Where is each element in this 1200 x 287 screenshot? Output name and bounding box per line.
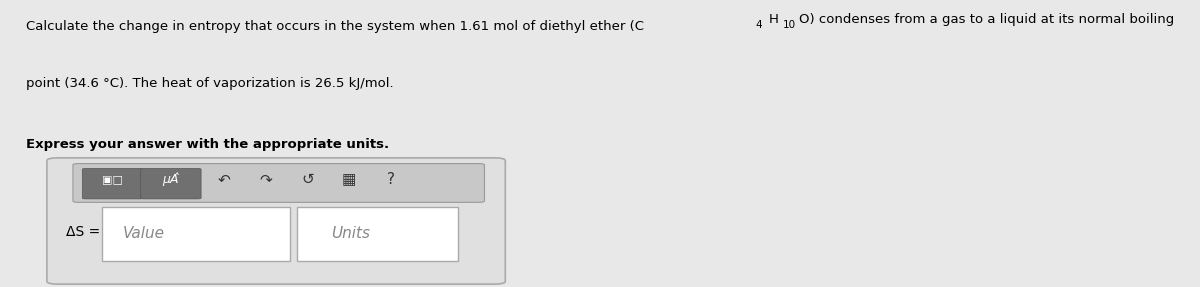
Text: Units: Units — [331, 226, 371, 241]
Text: Express your answer with the appropriate units.: Express your answer with the appropriate… — [26, 138, 389, 151]
Text: ΔS =: ΔS = — [66, 226, 100, 239]
Text: ?: ? — [386, 172, 395, 187]
Text: ↷: ↷ — [259, 172, 272, 187]
Text: Value: Value — [122, 226, 164, 241]
Text: ▦: ▦ — [342, 172, 356, 187]
FancyBboxPatch shape — [102, 207, 289, 261]
Text: ↶: ↶ — [217, 172, 230, 187]
Text: 10: 10 — [782, 20, 796, 30]
FancyBboxPatch shape — [73, 164, 485, 202]
FancyBboxPatch shape — [140, 168, 202, 199]
FancyBboxPatch shape — [47, 158, 505, 284]
FancyBboxPatch shape — [83, 168, 143, 199]
Text: Calculate the change in entropy that occurs in the system when 1.61 mol of dieth: Calculate the change in entropy that occ… — [26, 20, 644, 33]
Text: O) condenses from a gas to a liquid at its normal boiling: O) condenses from a gas to a liquid at i… — [799, 13, 1174, 26]
Text: 4: 4 — [756, 20, 762, 30]
Text: μÂ: μÂ — [163, 172, 179, 186]
Text: ↺: ↺ — [301, 172, 313, 187]
Text: point (34.6 °C). The heat of vaporization is 26.5 kJ/mol.: point (34.6 °C). The heat of vaporizatio… — [26, 77, 394, 90]
Text: ▣□: ▣□ — [102, 174, 124, 184]
Text: H: H — [769, 13, 779, 26]
FancyBboxPatch shape — [296, 207, 458, 261]
